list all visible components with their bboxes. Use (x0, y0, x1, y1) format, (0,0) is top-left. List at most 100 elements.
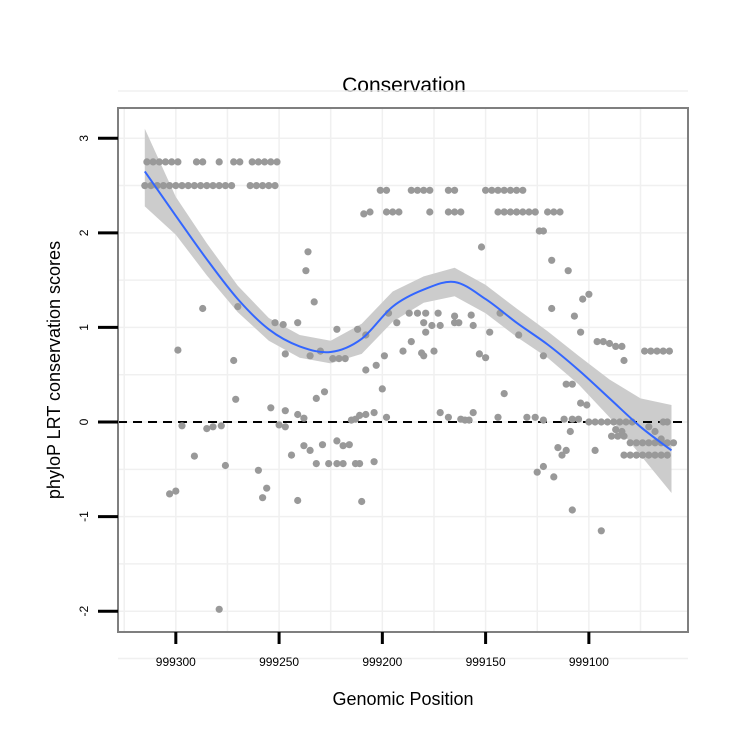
data-point (358, 497, 366, 506)
smooth-curve (143, 170, 673, 452)
data-point (203, 425, 211, 433)
data-point (451, 186, 459, 194)
data-point (294, 496, 302, 505)
data-point (500, 186, 508, 194)
data-point (300, 442, 308, 450)
data-point (523, 413, 531, 421)
data-point (434, 309, 442, 317)
data-point (566, 427, 574, 436)
x-tick-label: 999200 (362, 655, 402, 669)
data-point (444, 186, 452, 194)
data-point (265, 182, 273, 190)
smooth-curve-group (143, 170, 673, 452)
chart-title: Conservation (342, 74, 466, 97)
data-point (645, 423, 653, 431)
data-point (663, 418, 671, 426)
data-point (259, 494, 267, 502)
data-point (550, 208, 558, 216)
data-point (422, 328, 430, 336)
data-point (451, 312, 459, 320)
y-tick-label: 2 (77, 229, 91, 236)
data-point (525, 208, 533, 216)
data-point (341, 355, 349, 363)
data-point (533, 468, 541, 476)
data-point (166, 182, 174, 190)
data-point (275, 421, 283, 429)
data-point (618, 342, 626, 350)
data-point (174, 158, 182, 166)
data-point (339, 460, 347, 468)
data-point (519, 208, 527, 216)
data-point (339, 442, 347, 450)
data-point (622, 418, 630, 426)
data-point (306, 446, 314, 454)
data-point (579, 295, 587, 303)
data-point (356, 460, 364, 468)
data-point (653, 347, 661, 355)
data-point (465, 416, 473, 424)
data-point (620, 356, 628, 365)
y-tick-label: -1 (77, 511, 91, 522)
data-point (263, 484, 271, 492)
data-point (585, 290, 593, 298)
data-point (246, 182, 254, 190)
data-point (306, 352, 314, 360)
data-point (230, 356, 238, 365)
data-point (420, 186, 428, 194)
data-point (174, 346, 182, 354)
data-point (267, 404, 275, 412)
data-point (469, 409, 477, 417)
data-point (413, 309, 422, 317)
data-point (436, 321, 444, 330)
data-point (192, 158, 201, 166)
data-point (494, 208, 502, 216)
data-point (287, 451, 296, 459)
data-point (593, 338, 601, 346)
data-point (413, 186, 422, 194)
data-point (366, 208, 374, 216)
data-point (444, 413, 452, 421)
data-point (197, 182, 205, 190)
data-point (562, 446, 570, 454)
data-point (455, 319, 463, 327)
data-point (562, 380, 570, 388)
data-point (665, 347, 674, 355)
data-point (574, 415, 583, 423)
data-point (190, 452, 198, 460)
data-point (558, 451, 566, 459)
data-point (647, 347, 655, 355)
data-point (632, 439, 641, 447)
data-point (599, 338, 607, 346)
data-point (259, 182, 267, 190)
data-point (209, 423, 217, 431)
data-point (382, 208, 391, 216)
data-point (539, 352, 548, 360)
data-point (659, 347, 667, 355)
y-tick-label: 3 (77, 135, 91, 142)
data-point (568, 415, 576, 423)
data-point (155, 158, 163, 166)
data-point (475, 350, 483, 358)
data-point (281, 350, 289, 358)
data-point (570, 312, 579, 320)
data-point (333, 437, 341, 445)
data-point (632, 451, 641, 459)
y-axis-title: phyloP LRT conservation scores (44, 241, 64, 499)
data-point (477, 243, 486, 251)
data-point (618, 427, 626, 436)
data-point (362, 410, 370, 419)
data-point (420, 319, 428, 327)
data-point (215, 605, 223, 613)
data-point (329, 355, 337, 363)
data-point (294, 319, 302, 327)
data-point (236, 158, 244, 166)
data-point (469, 321, 477, 330)
data-point (184, 182, 192, 190)
data-point (554, 444, 562, 452)
data-point (603, 418, 612, 426)
data-point (395, 208, 403, 216)
data-point (591, 446, 599, 454)
data-point (312, 460, 320, 468)
data-point (333, 325, 341, 333)
data-point (626, 439, 634, 447)
